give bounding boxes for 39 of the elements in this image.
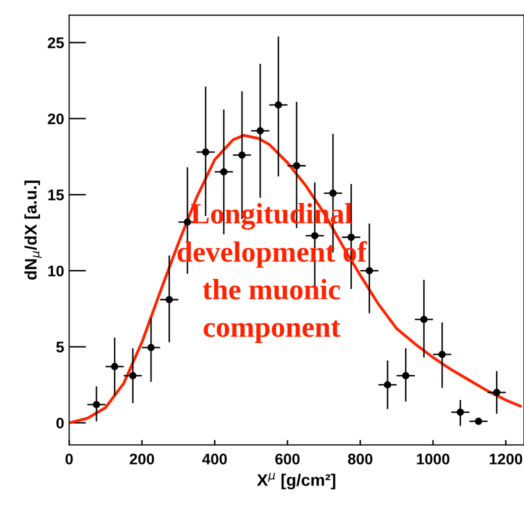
point: [111, 362, 118, 370]
point: [147, 344, 155, 352]
point: [292, 162, 300, 170]
point: [438, 350, 446, 358]
x-tick-label: 200: [130, 454, 154, 464]
x-tick-label: 1000: [417, 454, 450, 464]
point: [348, 234, 355, 241]
point: [274, 101, 282, 109]
y-tick-label: 0: [56, 418, 64, 429]
y-tick-label: 5: [56, 342, 64, 352]
point: [384, 381, 392, 388]
x-tick-label: 0: [66, 454, 73, 464]
x-tick-label: 600: [275, 454, 300, 464]
point: [311, 232, 318, 240]
y-tick-label: 25: [48, 37, 64, 48]
y-tick-label: 20: [48, 113, 64, 124]
y-tick-label: 10: [48, 266, 64, 276]
point: [238, 151, 246, 159]
line-series: [69, 134, 522, 424]
x-tick-label: 400: [202, 454, 227, 464]
point: [256, 127, 264, 134]
point: [202, 148, 210, 156]
y-tick-label: 15: [48, 190, 64, 200]
point: [129, 372, 136, 380]
point: [92, 400, 100, 408]
point: [456, 408, 464, 416]
point: [420, 316, 428, 324]
point: [474, 418, 482, 425]
point: [366, 267, 373, 274]
point: [220, 168, 228, 176]
point: [493, 388, 500, 396]
x-tick-label: 1200: [490, 454, 522, 464]
x-tick-label: 800: [348, 454, 372, 464]
x-axis-title: X$^{μ}$ [g/cm²]: [256, 473, 336, 490]
point: [402, 372, 410, 380]
point: [329, 189, 337, 197]
point: [184, 218, 192, 226]
point: [166, 296, 173, 304]
y-axis-title: dN$_{μ}$/dX [a.u.]: [24, 180, 42, 280]
